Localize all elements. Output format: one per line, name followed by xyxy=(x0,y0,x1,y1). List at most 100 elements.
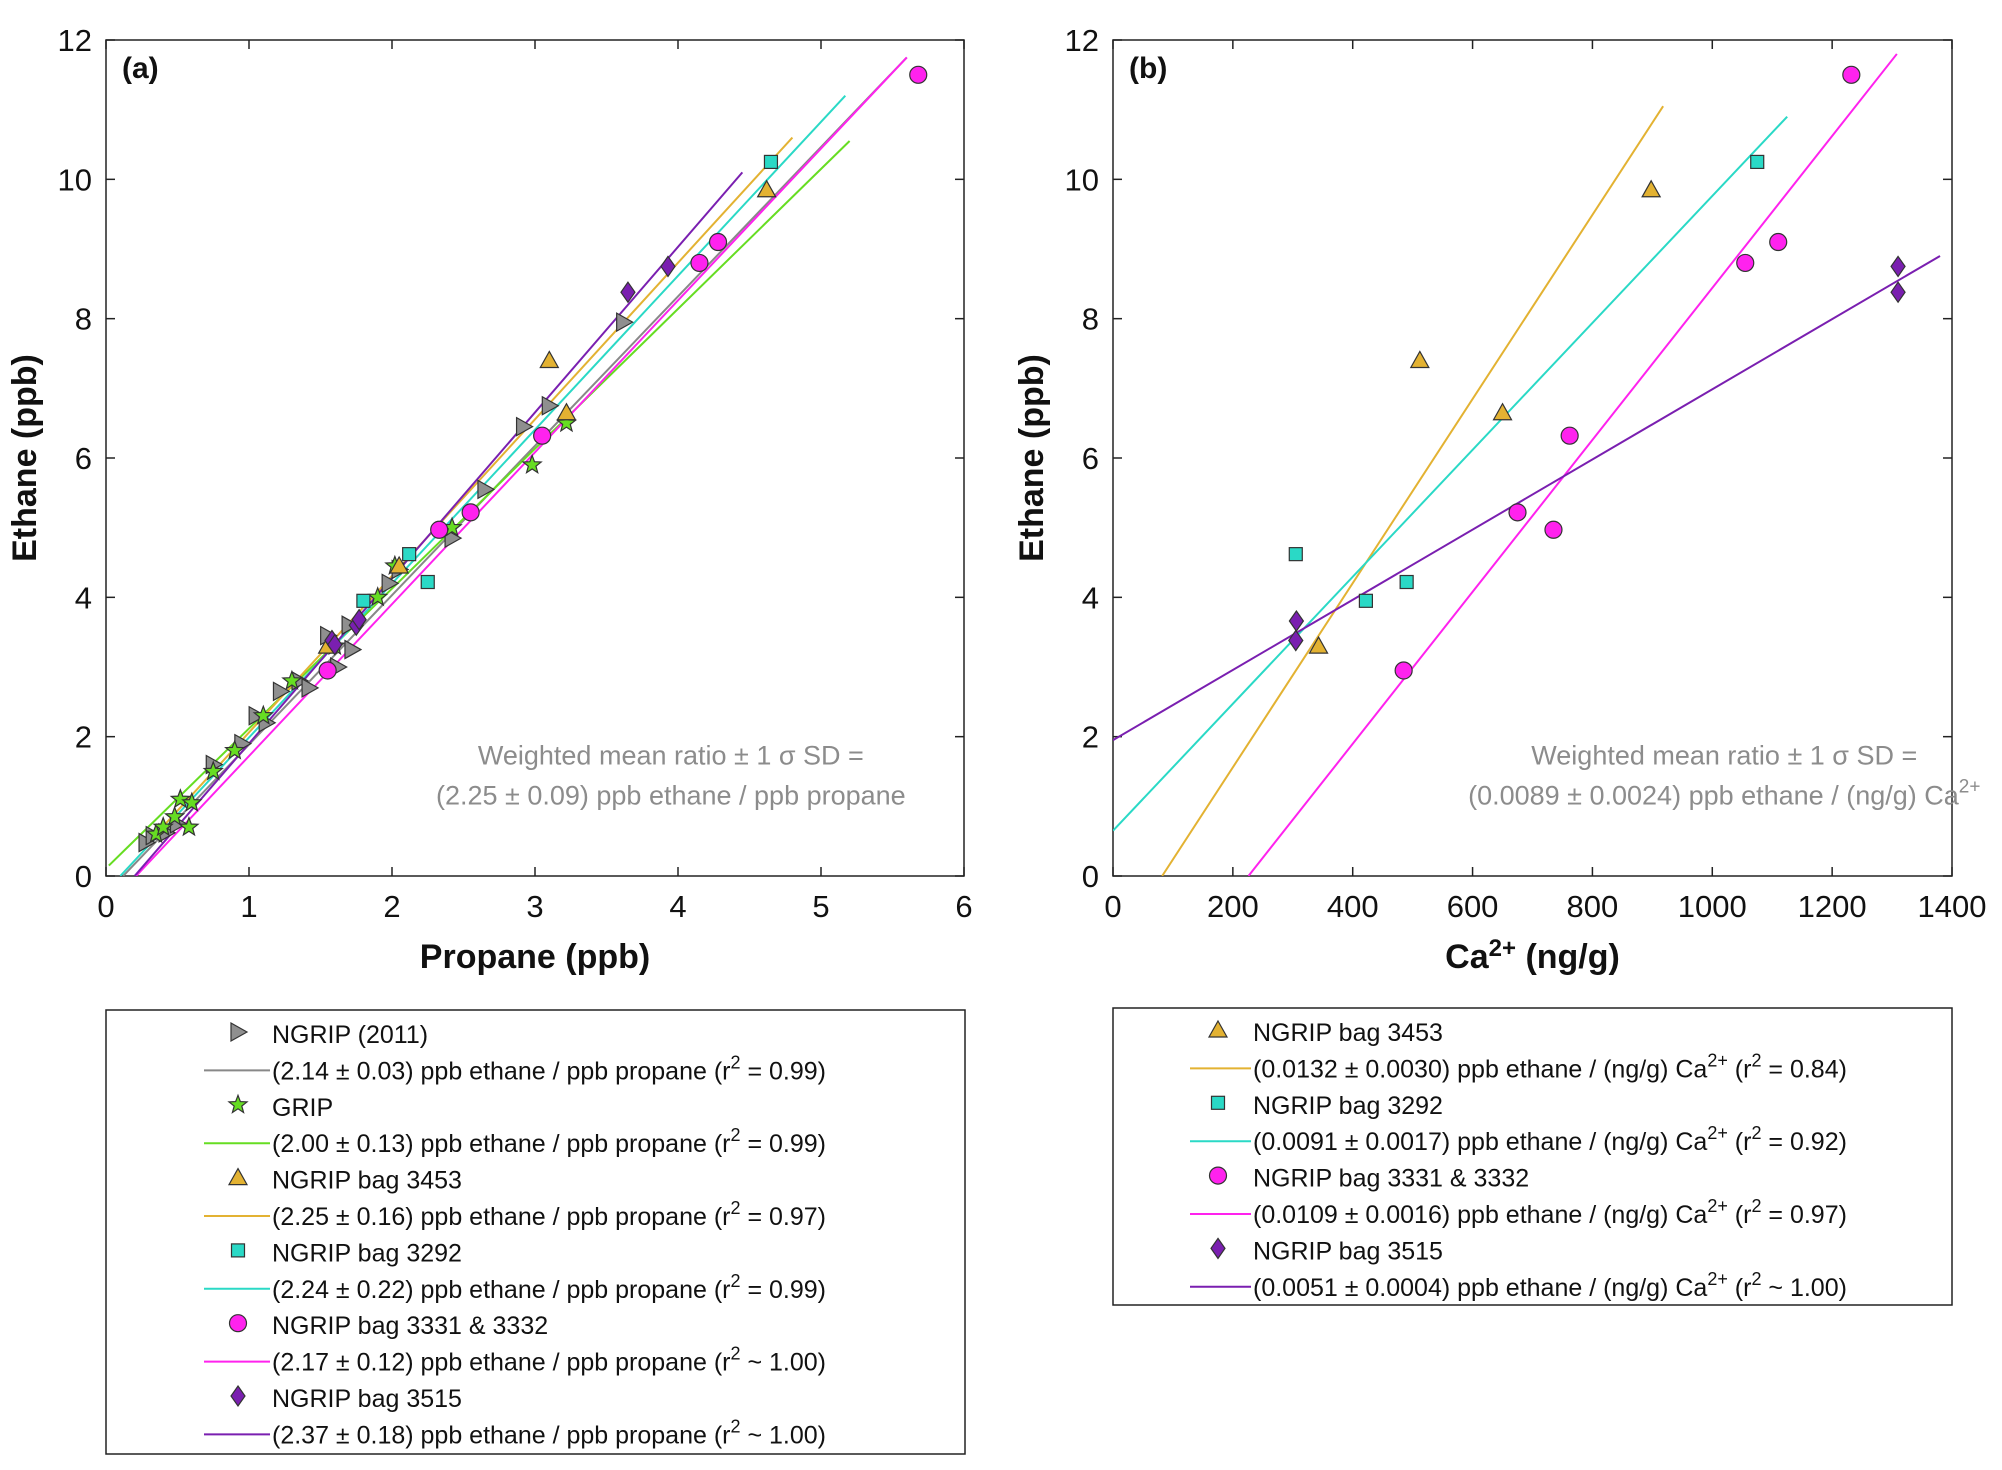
data-point xyxy=(461,503,480,522)
data-point xyxy=(402,547,417,562)
legend-symbol xyxy=(1210,1095,1226,1110)
data-point xyxy=(1492,402,1513,421)
x-tick-label: 800 xyxy=(1567,889,1619,924)
data-point xyxy=(1288,609,1305,633)
legend-text: (0.0091 ± 0.0017) ppb ethane / (ng/g) Ca xyxy=(1253,1128,1707,1156)
y-tick-label: 10 xyxy=(58,162,92,197)
annotation-line-1: Weighted mean ratio ± 1 σ SD = xyxy=(1531,741,1917,771)
legend-text: ~ 1.00) xyxy=(741,1349,826,1377)
legend-superscript: 2+ xyxy=(1707,1123,1728,1143)
data-point xyxy=(301,677,320,698)
data-point xyxy=(541,395,560,416)
x-axis: 0 200 400 600 800 1000 1200 1400 xyxy=(1104,40,1986,924)
fit-lines xyxy=(1113,53,1941,876)
x-tick-label: 600 xyxy=(1447,889,1499,924)
x-axis: 0 1 2 3 4 5 6 xyxy=(97,40,973,924)
data-point xyxy=(344,639,363,660)
fit-line xyxy=(1113,115,1788,832)
panel-label: (a) xyxy=(122,52,159,85)
y-tick-label: 4 xyxy=(75,580,92,615)
data-point xyxy=(1736,253,1755,273)
data-point xyxy=(430,520,449,539)
legend-superscript: 2+ xyxy=(1707,1269,1728,1289)
data-point xyxy=(1399,574,1414,590)
legend-label: NGRIP bag 3292 xyxy=(272,1239,462,1267)
legend-superscript: 2 xyxy=(730,1052,740,1072)
data-point xyxy=(708,232,728,252)
annotation-line-2-superscript: 2+ xyxy=(1959,777,1981,798)
data-point xyxy=(616,312,634,333)
legend-text: = 0.97) xyxy=(741,1203,826,1231)
markers xyxy=(1288,65,1906,680)
legend-symbol xyxy=(1208,1166,1228,1185)
data-point xyxy=(1560,426,1579,445)
legend-fit-label: (2.24 ± 0.22) ppb ethane / ppb propane (… xyxy=(272,1271,826,1304)
fit-line xyxy=(122,56,908,876)
legend-text: ~ 1.00) xyxy=(1761,1274,1846,1302)
legend-text: (2.25 ± 0.16) ppb ethane / ppb propane (… xyxy=(272,1203,730,1231)
legend-fit-label: (2.37 ± 0.18) ppb ethane / ppb propane (… xyxy=(272,1416,826,1449)
y-axis: 0 2 4 6 8 10 12 xyxy=(58,23,964,894)
legend-symbol xyxy=(227,1093,249,1114)
legend-fit-label: (2.14 ± 0.03) ppb ethane / ppb propane (… xyxy=(272,1052,826,1085)
legend-symbol xyxy=(1210,1237,1226,1260)
y-tick-label: 0 xyxy=(1082,859,1099,894)
legend-fit-label: (0.0091 ± 0.0017) ppb ethane / (ng/g) Ca… xyxy=(1253,1123,1847,1156)
legend-superscript: 2+ xyxy=(1707,1050,1728,1070)
legend-fit-label: (2.25 ± 0.16) ppb ethane / ppb propane (… xyxy=(272,1198,826,1231)
y-tick-label: 0 xyxy=(75,859,92,894)
data-point xyxy=(327,633,343,656)
y-tick-label: 4 xyxy=(1082,580,1099,615)
data-point xyxy=(1750,154,1765,170)
legend-box xyxy=(105,1009,966,1455)
panel-b: 0 200 400 600 800 1000 1200 1400 0 2 4 6 8 10 12 Ethane… xyxy=(1013,23,1986,1306)
data-point xyxy=(1288,547,1303,562)
x-tick-label: 1 xyxy=(240,889,257,924)
data-point xyxy=(1394,661,1413,680)
data-point xyxy=(281,669,303,691)
data-point xyxy=(1890,281,1906,304)
legend-superscript: 2 xyxy=(1751,1050,1761,1070)
legend-text: (r xyxy=(1728,1128,1752,1156)
legend-superscript: 2+ xyxy=(1707,1196,1728,1216)
data-point xyxy=(181,791,203,812)
data-point xyxy=(252,704,274,725)
data-point xyxy=(318,661,337,680)
y-axis: 0 2 4 6 8 10 12 xyxy=(1065,23,1952,894)
legend-text: = 0.92) xyxy=(1761,1128,1846,1156)
x-tick-label: 0 xyxy=(97,889,114,924)
y-tick-label: 12 xyxy=(58,23,92,58)
legend-text: (0.0051 ± 0.0004) ppb ethane / (ng/g) Ca xyxy=(1253,1274,1707,1302)
data-point xyxy=(1890,255,1906,278)
legend-superscript: 2 xyxy=(1751,1269,1761,1289)
legend-label: GRIP xyxy=(272,1094,333,1122)
fit-line xyxy=(108,140,851,867)
legend-superscript: 2 xyxy=(730,1125,740,1145)
series xyxy=(324,255,676,656)
data-point xyxy=(756,179,777,198)
x-axis-label-superscript: 2+ xyxy=(1489,935,1516,962)
data-point xyxy=(1358,593,1373,608)
y-tick-label: 6 xyxy=(1082,441,1099,476)
legend-label: NGRIP bag 3515 xyxy=(1253,1237,1443,1265)
x-tick-label: 4 xyxy=(669,889,686,924)
legend-text: = 0.99) xyxy=(741,1057,826,1085)
series xyxy=(1288,154,1765,608)
data-point xyxy=(367,586,389,607)
series xyxy=(145,411,578,844)
data-point xyxy=(1544,520,1563,539)
data-point xyxy=(202,760,224,781)
series xyxy=(356,154,779,608)
legend-superscript: 2 xyxy=(730,1416,740,1436)
y-tick-label: 8 xyxy=(1082,302,1099,337)
data-point xyxy=(909,65,928,84)
legend-symbol xyxy=(228,1314,248,1333)
legend: NGRIP (2011) (2.14 ± 0.03) ppb ethane / p… xyxy=(105,1009,966,1455)
legend-text: (2.24 ± 0.22) ppb ethane / ppb propane (… xyxy=(272,1276,730,1304)
annotation-line-1: Weighted mean ratio ± 1 σ SD = xyxy=(478,741,864,771)
legend-superscript: 2 xyxy=(1751,1123,1761,1143)
data-point xyxy=(420,574,435,590)
